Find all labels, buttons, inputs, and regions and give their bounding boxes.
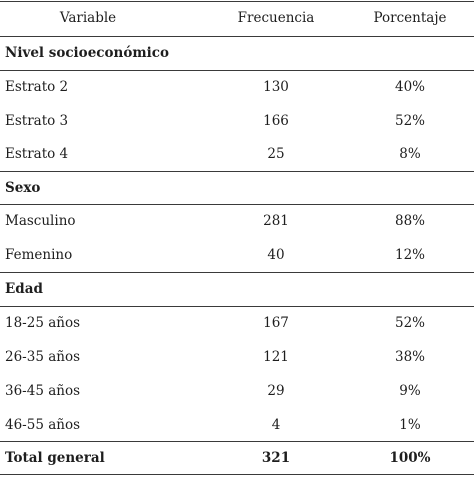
table-row: 26-35 años 121 38% (0, 340, 474, 374)
bottom-rule (0, 474, 474, 475)
row-porcentaje: 38% (394, 349, 425, 365)
row-frecuencia: 25 (267, 146, 285, 162)
section-rule (0, 204, 474, 205)
table-row: Estrato 2 130 40% (0, 70, 474, 104)
table-row: 36-45 años 29 9% (0, 374, 474, 408)
header-rule (0, 36, 474, 37)
section-row: Sexo (0, 171, 474, 205)
row-label: Masculino (5, 213, 76, 229)
table-row: Masculino 281 88% (0, 204, 474, 238)
row-porcentaje: 52% (394, 113, 425, 129)
row-porcentaje: 9% (399, 383, 421, 399)
row-label: 18-25 años (5, 315, 81, 331)
total-row: Total general 321 100% (0, 441, 474, 475)
header-row: Variable Frecuencia Porcentaje (0, 1, 474, 35)
total-frecuencia: 321 (261, 450, 291, 466)
row-frecuencia: 29 (267, 383, 285, 399)
row-label: Femenino (5, 247, 73, 263)
header-frecuencia: Frecuencia (237, 10, 315, 26)
table-row: 18-25 años 167 52% (0, 306, 474, 340)
row-frecuencia: 281 (263, 213, 289, 229)
row-label: 26-35 años (5, 349, 81, 365)
table-row: 46-55 años 4 1% (0, 408, 474, 442)
section-rule (0, 272, 474, 273)
row-frecuencia: 4 (271, 417, 281, 433)
table-row: Estrato 4 25 8% (0, 137, 474, 171)
row-frecuencia: 166 (263, 113, 289, 129)
section-title: Edad (5, 281, 43, 297)
row-frecuencia: 121 (263, 349, 289, 365)
section-title: Sexo (5, 180, 41, 196)
row-frecuencia: 167 (263, 315, 289, 331)
table-row: Estrato 3 166 52% (0, 104, 474, 138)
total-rule (0, 441, 474, 442)
section-title: Nivel socioeconómico (5, 45, 169, 61)
row-label: 36-45 años (5, 383, 81, 399)
row-frecuencia: 130 (263, 79, 289, 95)
header-variable: Variable (59, 10, 117, 26)
total-label: Total general (5, 450, 105, 466)
row-porcentaje: 1% (399, 417, 421, 433)
row-frecuencia: 40 (267, 247, 285, 263)
section-rule (0, 171, 474, 172)
section-rule (0, 70, 474, 71)
top-rule (0, 1, 474, 2)
row-label: Estrato 2 (5, 79, 69, 95)
table-row: Femenino 40 12% (0, 238, 474, 272)
section-row: Edad (0, 272, 474, 306)
row-porcentaje: 40% (394, 79, 425, 95)
row-porcentaje: 12% (394, 247, 425, 263)
row-label: Estrato 4 (5, 146, 69, 162)
header-porcentaje: Porcentaje (373, 10, 447, 26)
section-row: Nivel socioeconómico (0, 36, 474, 70)
row-label: Estrato 3 (5, 113, 69, 129)
row-label: 46-55 años (5, 417, 81, 433)
section-rule (0, 306, 474, 307)
row-porcentaje: 8% (399, 146, 421, 162)
total-porcentaje: 100% (389, 450, 431, 466)
row-porcentaje: 52% (394, 315, 425, 331)
row-porcentaje: 88% (394, 213, 425, 229)
